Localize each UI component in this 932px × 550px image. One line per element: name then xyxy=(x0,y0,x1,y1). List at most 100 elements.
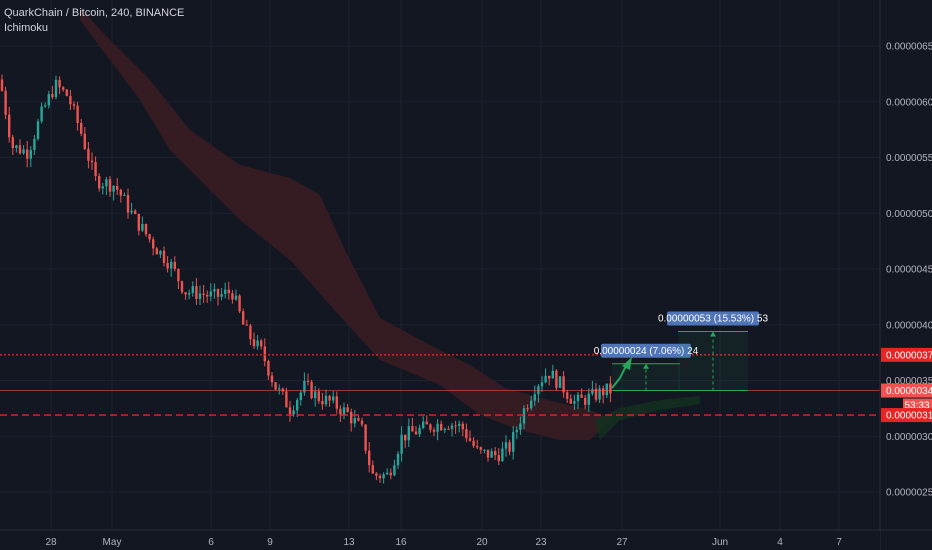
candle-down xyxy=(486,449,490,458)
candle-down xyxy=(227,289,230,294)
candle-down xyxy=(252,339,256,347)
candle-down xyxy=(357,418,360,421)
candle-down xyxy=(548,375,551,379)
candle-up xyxy=(501,448,504,462)
candle-up xyxy=(112,185,115,192)
candle-up xyxy=(382,474,385,479)
candle-down xyxy=(72,104,76,106)
candle-up xyxy=(519,423,522,430)
candle-up xyxy=(198,293,202,299)
candle-down xyxy=(173,261,176,269)
candle-up xyxy=(573,401,576,404)
candle-down xyxy=(69,95,72,105)
candle-up xyxy=(483,449,486,451)
candle-down xyxy=(249,325,252,340)
candle-down xyxy=(317,391,320,402)
candle-down xyxy=(126,194,130,213)
candle-up xyxy=(303,380,306,393)
candle-down xyxy=(18,145,22,154)
candle-down xyxy=(26,149,29,159)
candle-up xyxy=(15,145,18,149)
candle-down xyxy=(51,94,54,98)
level-price-tag: 0.00000373 xyxy=(886,350,932,361)
candle-down xyxy=(152,239,155,249)
candle-down xyxy=(432,429,436,432)
price-axis[interactable] xyxy=(880,0,932,550)
date-axis[interactable] xyxy=(0,530,880,550)
candle-down xyxy=(411,426,414,432)
date-tick-label: 7 xyxy=(836,537,842,548)
candle-up xyxy=(44,105,47,107)
candle-up xyxy=(342,407,346,415)
candle-up xyxy=(29,150,32,159)
measure-label-box xyxy=(667,311,759,326)
candle-down xyxy=(274,382,277,390)
candle-down xyxy=(526,408,529,410)
candle-down xyxy=(368,450,371,466)
indicator-label[interactable]: Ichimoku xyxy=(4,22,49,34)
candle-up xyxy=(591,388,594,394)
candle-up xyxy=(605,383,608,396)
candle-up xyxy=(515,429,518,433)
candle-down xyxy=(144,223,148,235)
candle-up xyxy=(558,376,562,388)
candle-up xyxy=(324,395,328,405)
countdown-timer: 53:33 xyxy=(904,401,929,412)
candle-down xyxy=(202,293,205,295)
candle-up xyxy=(407,426,410,441)
candle-up xyxy=(353,418,356,424)
candle-down xyxy=(468,438,472,441)
candle-up xyxy=(224,289,227,294)
level-price-tag-bg xyxy=(881,408,932,423)
candle-up xyxy=(33,138,36,151)
candle-down xyxy=(0,79,4,91)
current-price-tag: 0.00000341 xyxy=(886,386,932,397)
candle-up xyxy=(213,289,216,292)
chart-legend: QuarkChain / Bitcoin, 240, BINANCE Ichim… xyxy=(4,6,184,36)
candle-down xyxy=(476,445,479,448)
candle-up xyxy=(533,394,536,401)
date-tick-label: Jun xyxy=(712,537,728,548)
candle-down xyxy=(555,370,558,388)
candle-down xyxy=(346,407,349,412)
candle-up xyxy=(490,451,493,458)
candle-up xyxy=(396,453,400,466)
candle-up xyxy=(458,423,461,426)
candle-up xyxy=(386,472,389,475)
candle-down xyxy=(155,248,158,255)
candle-up xyxy=(296,400,299,411)
candle-down xyxy=(83,133,86,149)
candle-up xyxy=(54,79,58,98)
candle-down xyxy=(166,262,169,269)
candle-down xyxy=(119,189,122,196)
candle-down xyxy=(162,250,166,263)
candle-down xyxy=(195,286,198,299)
level-price-tag-bg xyxy=(881,347,932,362)
candle-down xyxy=(62,87,65,90)
symbol-title[interactable]: QuarkChain / Bitcoin, 240, BINANCE xyxy=(4,7,185,19)
measure-label-box xyxy=(601,343,691,358)
candle-up xyxy=(105,179,108,187)
candle-down xyxy=(245,324,248,326)
date-tick-label: 4 xyxy=(777,537,783,548)
candle-down xyxy=(94,162,97,177)
candle-down xyxy=(180,281,184,293)
candle-down xyxy=(350,411,353,424)
candle-down xyxy=(425,421,428,425)
date-tick-label: 20 xyxy=(476,537,488,548)
candle-down xyxy=(65,89,68,96)
candle-up xyxy=(234,295,238,300)
candle-down xyxy=(594,388,598,400)
candle-down xyxy=(584,397,587,405)
date-tick-label: 9 xyxy=(267,537,273,548)
candle-down xyxy=(285,391,288,408)
candle-up xyxy=(170,261,173,269)
candle-down xyxy=(116,185,119,190)
candle-down xyxy=(494,451,497,456)
